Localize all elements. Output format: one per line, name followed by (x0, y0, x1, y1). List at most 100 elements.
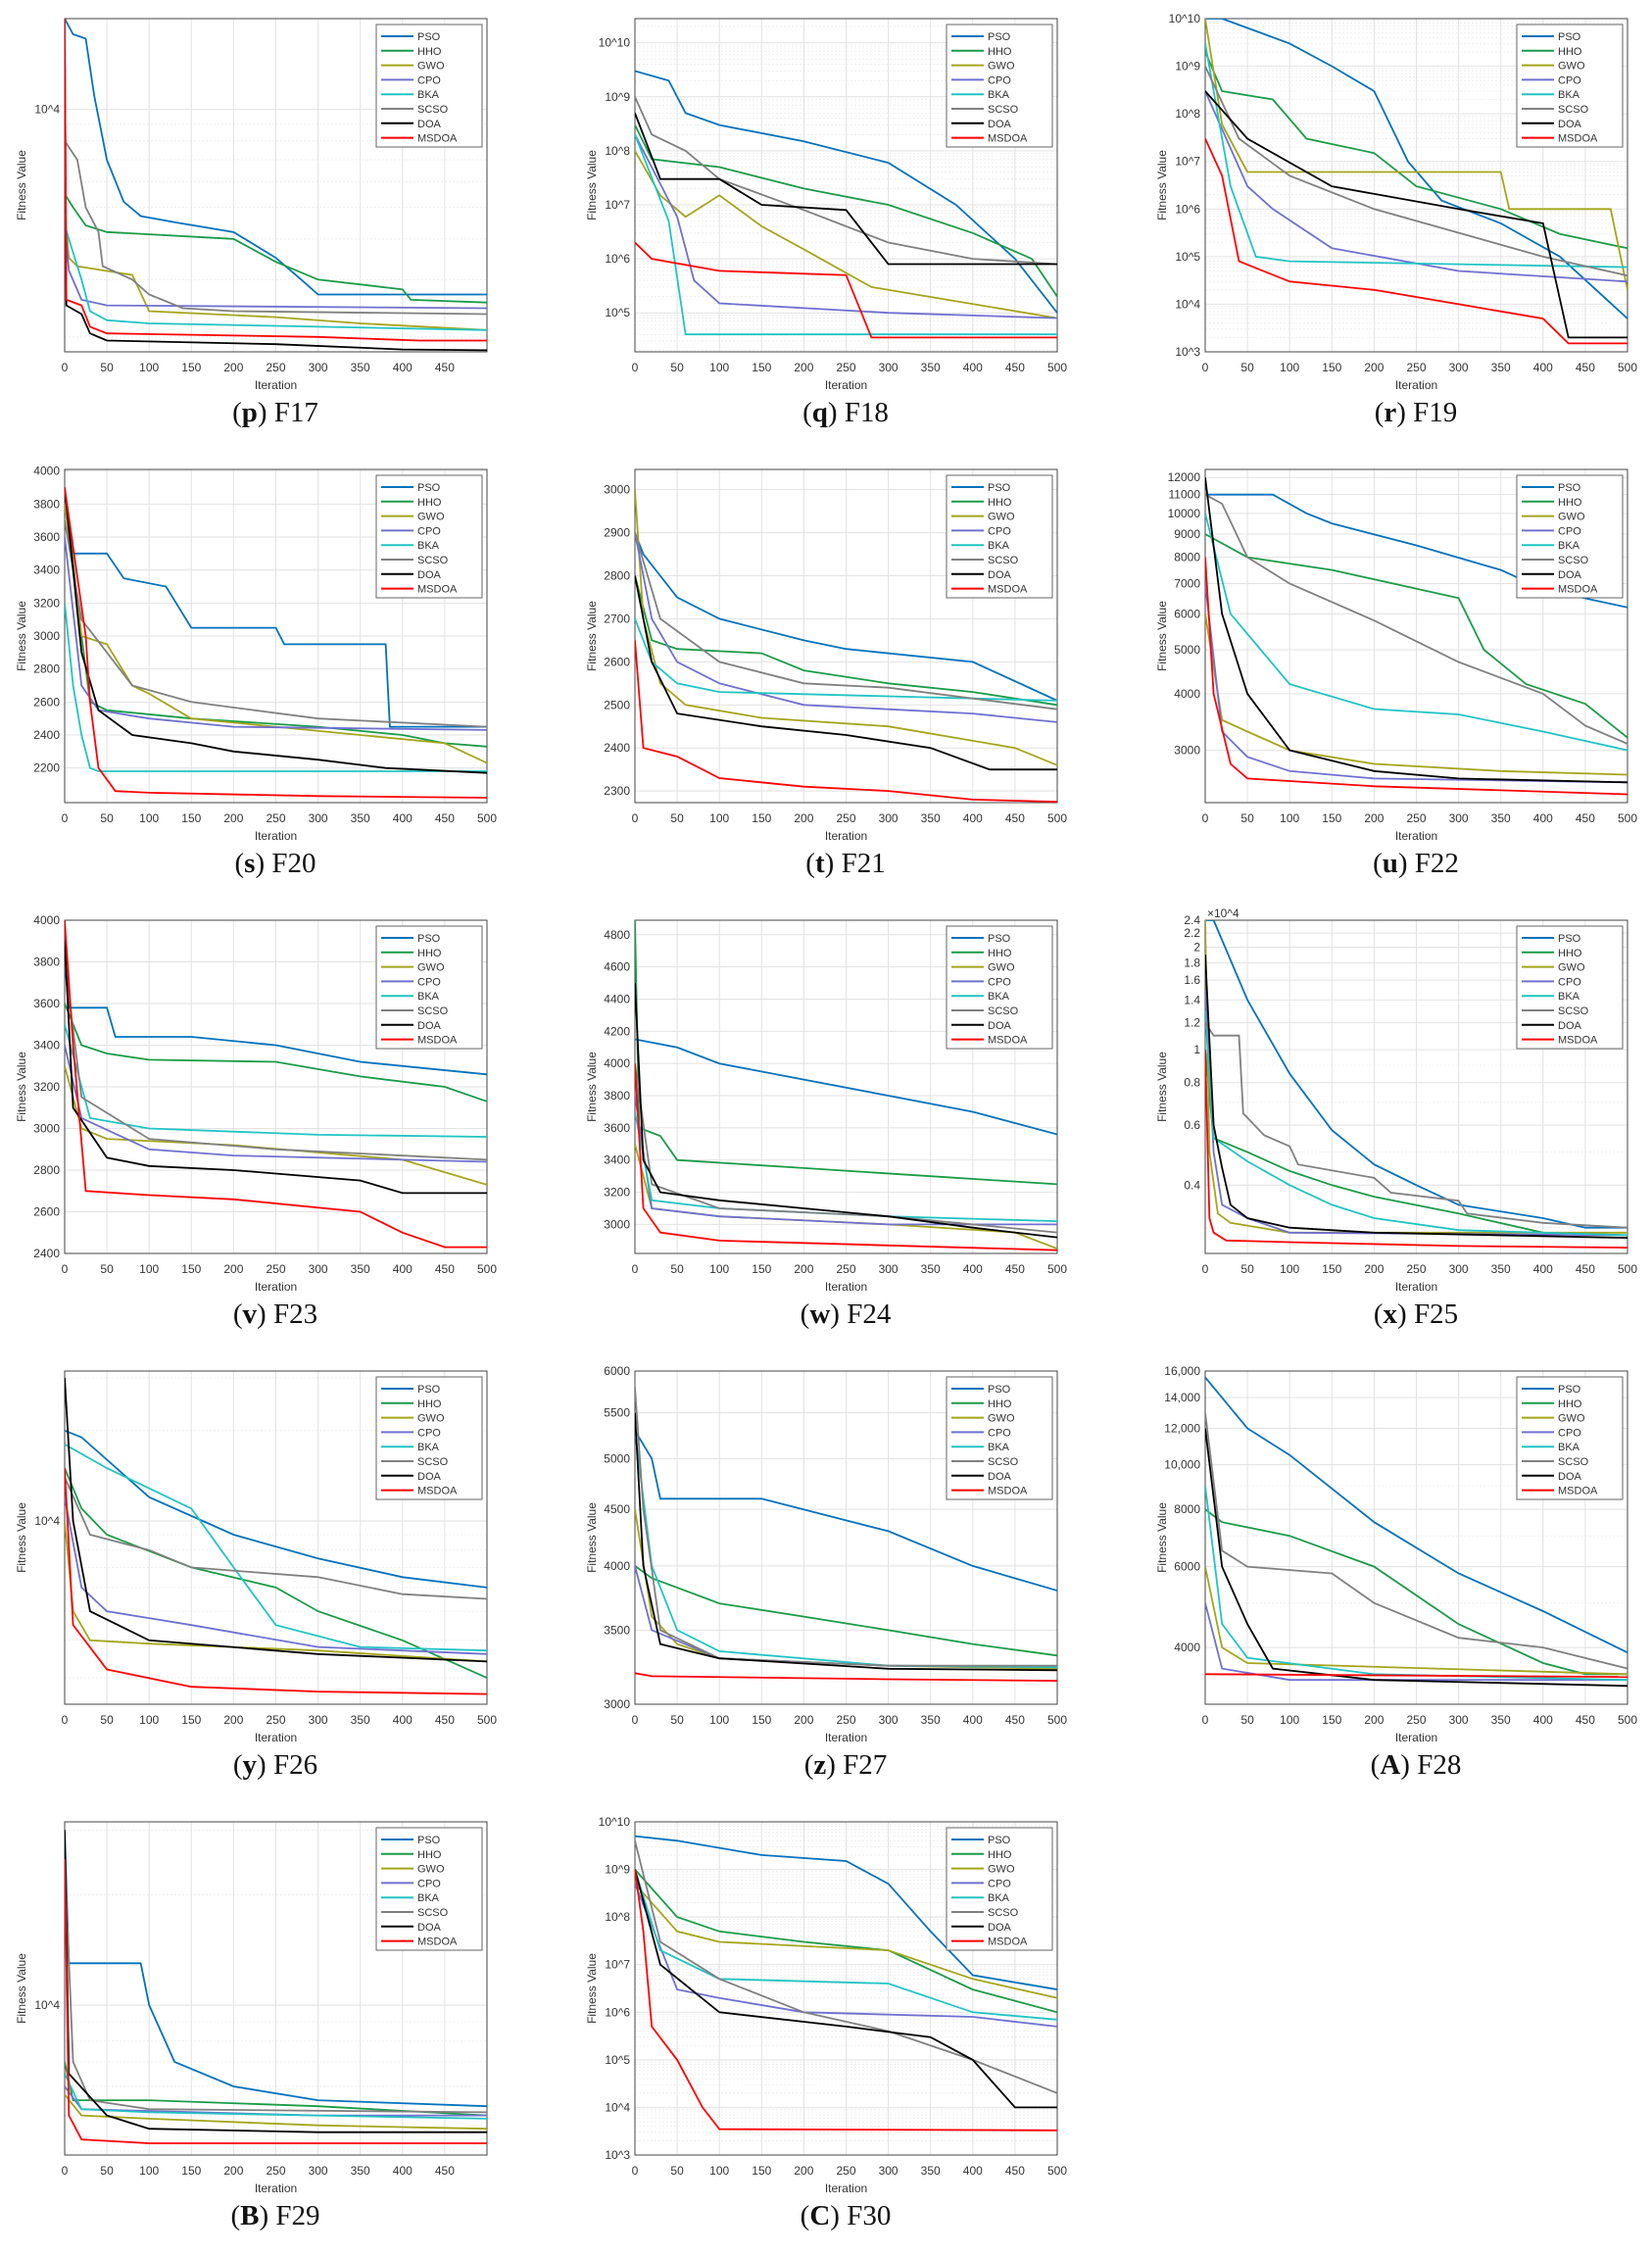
y-tick-label: 2400 (33, 1247, 60, 1260)
y-tick-label: 3400 (33, 1039, 60, 1053)
legend-box (946, 1376, 1053, 1500)
legend-label-gwo: GWO (417, 61, 445, 73)
series-line-msdoa (635, 1672, 1057, 1682)
x-tick-label: 150 (181, 1713, 201, 1727)
legend-label-scso: SCSO (1558, 104, 1589, 116)
x-tick-label: 250 (836, 811, 855, 825)
x-tick-label: 0 (632, 2164, 639, 2178)
y-tick-label: 5000 (1174, 643, 1200, 657)
series-line-doa (635, 1869, 1057, 2109)
x-tick-label: 0 (1202, 811, 1209, 825)
series-line-cpo (635, 532, 1057, 723)
series-line-bka (635, 133, 1057, 336)
legend-label-doa: DOA (988, 1020, 1012, 1032)
axes-frame (634, 919, 1058, 1254)
x-tick-label: 300 (879, 2164, 899, 2178)
series-line-hho (635, 1565, 1057, 1657)
legend-label-pso: PSO (988, 31, 1011, 43)
series-line-cpo (65, 2085, 487, 2117)
chart-svg: 0 50 100 150 200 250 300 350 400 450 500 3000 3500 40… (585, 1364, 1067, 1744)
y-tick-label: 10^6 (605, 252, 630, 266)
x-axis-label: Iteration (1395, 1280, 1437, 1294)
x-tick-label: 200 (1364, 1713, 1384, 1727)
x-tick-label: 0 (62, 1713, 69, 1727)
series-line-msdoa (635, 1063, 1057, 1251)
y-tick-label: 10^4 (34, 1998, 60, 2012)
x-tick-label: 200 (794, 1713, 813, 1727)
y-tick-label: 10^3 (605, 2148, 630, 2162)
y-tick-label: 10^8 (605, 1910, 630, 1924)
legend-label-pso: PSO (417, 1384, 441, 1396)
legend-label-msdoa: MSDOA (417, 1035, 458, 1047)
legend: PSO HHO GWO CPO BKA SCSO DOA MSDOA (375, 474, 483, 599)
series-line-pso (1205, 19, 1628, 319)
x-tick-label: 250 (1406, 1713, 1426, 1727)
x-tick-label: 50 (670, 1713, 684, 1727)
series-line-scso (65, 140, 487, 316)
x-tick-label: 400 (963, 1713, 983, 1727)
x-tick-label: 50 (100, 2164, 114, 2178)
x-tick-label: 300 (309, 361, 328, 374)
chart-svg: 0 50 100 150 200 250 300 350 400 450 500 2200 2400 26… (15, 465, 497, 843)
y-tick-label: 10^9 (605, 90, 630, 104)
y-tick-label: 4000 (33, 913, 60, 927)
series-line-msdoa (1205, 138, 1628, 345)
series-line-pso (635, 1430, 1057, 1592)
x-tick-label: 500 (1047, 811, 1067, 825)
legend-label-bka: BKA (1558, 1442, 1580, 1453)
series-line-scso (65, 520, 487, 728)
series-line-cpo (635, 133, 1057, 319)
chart-panel-f19: 0 50 100 150 200 250 300 350 400 450 500 10^3 10^4 10… (1141, 0, 1652, 451)
legend-label-scso: SCSO (417, 104, 449, 116)
chart-svg: 0 50 100 150 200 250 300 350 400 450 500 10^4 Iterat… (15, 1370, 497, 1744)
legend-label-scso: SCSO (988, 104, 1019, 116)
x-tick-label: 350 (351, 1262, 370, 1276)
legend-label-doa: DOA (988, 569, 1012, 581)
legend-label-doa: DOA (1558, 569, 1582, 581)
series-line-scso (635, 1387, 1057, 1667)
legend-label-hho: HHO (988, 46, 1012, 58)
chart-panel-f25: 0 50 100 150 200 250 300 350 400 450 500 0.4 0.6 0.8 1… (1141, 902, 1652, 1352)
y-tick-label: 3800 (33, 956, 60, 969)
y-axis-label: Fitness Value (1155, 1052, 1169, 1122)
x-tick-label: 350 (921, 1713, 941, 1727)
axes-frame (1204, 1370, 1628, 1705)
x-tick-label: 0 (1202, 1262, 1209, 1276)
x-tick-label: 150 (752, 1713, 771, 1727)
y-axis-label: Fitness Value (1155, 150, 1169, 221)
series-line-msdoa (65, 1859, 487, 2144)
x-tick-label: 150 (1322, 1262, 1341, 1276)
chart-svg: 0 50 100 150 200 250 300 350 400 450 500 0.4 0.6 0.8 1… (1155, 907, 1637, 1294)
y-tick-label: 8000 (1174, 1502, 1200, 1516)
x-tick-label: 100 (139, 1262, 159, 1276)
series-line-doa (635, 575, 1057, 771)
chart-panel-f28: 0 50 100 150 200 250 300 350 400 450 500 4000 6000 80… (1141, 1352, 1652, 1803)
legend-label-bka: BKA (988, 1892, 1010, 1904)
caption-title: F21 (841, 848, 886, 879)
y-tick-label: 11000 (1169, 488, 1201, 502)
series-line-hho (1205, 533, 1628, 739)
x-tick-label: 500 (1047, 361, 1067, 374)
x-tick-label: 500 (1618, 1262, 1637, 1276)
series-line-scso (1205, 493, 1628, 745)
chart-caption: (w) F24 (800, 1299, 892, 1330)
series-line-gwo (635, 150, 1057, 319)
chart-caption: (v) F23 (232, 1299, 318, 1330)
series-line-scso (635, 1063, 1057, 1234)
series-line-gwo (65, 2093, 487, 2131)
y-axis-label: Fitness Value (1155, 1502, 1169, 1573)
legend-label-msdoa: MSDOA (988, 584, 1028, 596)
x-tick-label: 400 (963, 1262, 983, 1276)
legend-label-pso: PSO (417, 31, 441, 43)
series-line-hho (65, 1003, 487, 1103)
legend-box (946, 474, 1053, 599)
legend-box (946, 925, 1053, 1050)
chart-caption: (A) F28 (1370, 1749, 1462, 1781)
x-tick-label: 100 (139, 2164, 159, 2178)
x-tick-label: 350 (351, 361, 370, 374)
series-line-gwo (65, 504, 487, 764)
y-tick-label: 2400 (33, 728, 60, 742)
chart-panel-f20: 0 50 100 150 200 250 300 350 400 450 500 2200 2400 26… (0, 451, 551, 902)
x-tick-label: 50 (1240, 361, 1254, 374)
y-tick-label: 9000 (1174, 527, 1200, 541)
